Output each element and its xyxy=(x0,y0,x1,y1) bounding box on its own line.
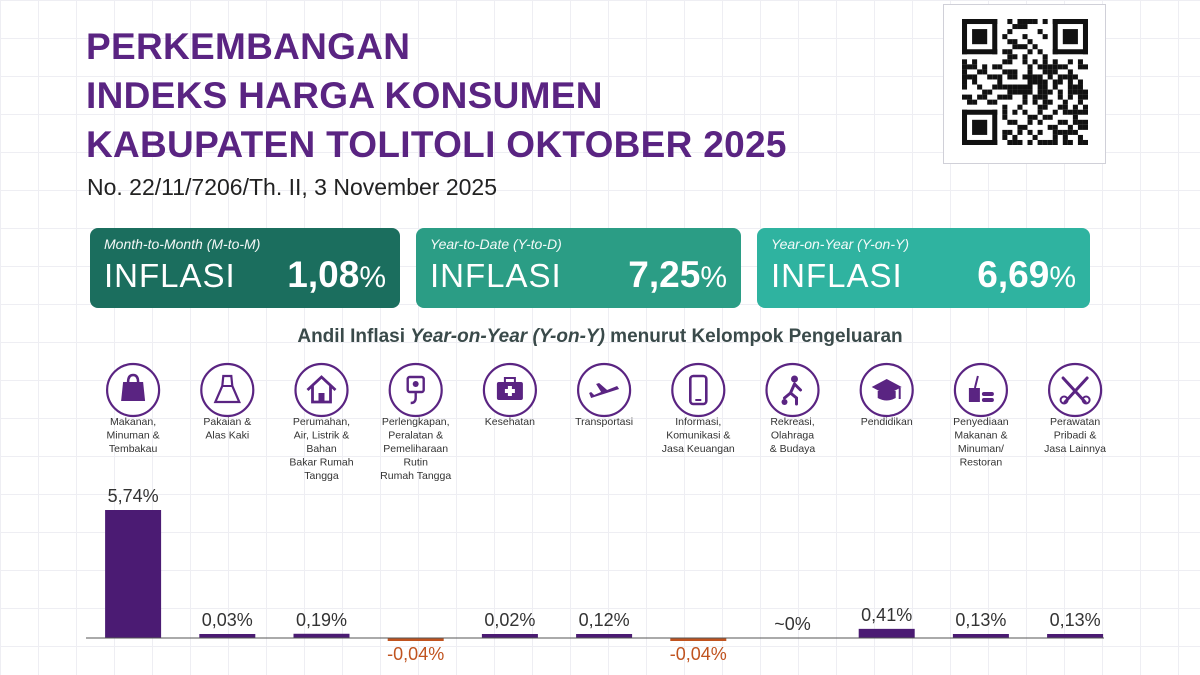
value-label: 0,03% xyxy=(202,610,253,630)
value-label: 0,12% xyxy=(579,610,630,630)
value-label: 0,02% xyxy=(484,610,535,630)
bar xyxy=(199,634,256,638)
qr-code-icon xyxy=(962,19,1088,145)
smartphone-icon xyxy=(671,362,726,418)
page-title: PERKEMBANGAN INDEKS HARGA KONSUMEN KABUP… xyxy=(86,22,787,169)
value-label: -0,04% xyxy=(387,644,444,664)
title-line-2: INDEKS HARGA KONSUMEN xyxy=(86,75,603,116)
card-ytd-label: INFLASI xyxy=(430,257,562,294)
chart-title-prefix: Andil Inflasi xyxy=(297,326,411,347)
card-mtm-unit: % xyxy=(359,261,386,294)
card-yoy-subtitle: Year-on-Year (Y-on-Y) xyxy=(771,236,909,252)
category-label: Rekreasi, Olahraga & Budaya xyxy=(770,416,816,455)
house-icon xyxy=(294,362,349,418)
value-label: 0,41% xyxy=(861,605,912,625)
category-label: Pakaian & Alas Kaki xyxy=(203,416,251,442)
card-yoy-inflation: Year-on-Year (Y-on-Y) INFLASI 6,69% xyxy=(757,228,1090,308)
contribution-bar-chart: Makanan, Minuman & Tembakau 5,74% Pakaian & A… xyxy=(86,362,1106,664)
release-number: No. 22/11/7206/Th. II, 3 November 2025 xyxy=(87,174,497,200)
graduation-cap-icon xyxy=(859,362,914,418)
bar xyxy=(858,628,915,638)
category-label: Perlengkapan, Peralatan & Pemeliharaan Ruti… xyxy=(380,416,451,482)
airplane-icon xyxy=(576,362,632,418)
dress-icon xyxy=(200,362,255,418)
card-yoy-unit: % xyxy=(1049,261,1076,294)
chart-title: Andil Inflasi Year-on-Year (Y-on-Y) menu… xyxy=(0,326,1200,348)
card-mtm-subtitle: Month-to-Month (M-to-M) xyxy=(104,236,261,252)
category-label: Makanan, Minuman & Tembakau xyxy=(107,416,160,455)
scissors-comb-icon xyxy=(1047,362,1103,418)
bar xyxy=(105,510,162,638)
chart-title-italic: Year-on-Year (Y-on-Y) xyxy=(410,326,605,347)
title-line-3: KABUPATEN TOLITOLI OKTOBER 2025 xyxy=(86,124,787,165)
card-mtm-inflation: Month-to-Month (M-to-M) INFLASI 1,08% xyxy=(90,228,400,308)
value-label: ~0% xyxy=(774,614,811,634)
bar xyxy=(670,638,727,641)
card-yoy-value: 6,69 xyxy=(977,254,1050,295)
chart-title-suffix: menurut Kelompok Pengeluaran xyxy=(604,326,903,347)
card-mtm-value: 1,08 xyxy=(287,254,360,295)
value-label: 0,19% xyxy=(296,610,347,630)
value-label: 0,13% xyxy=(1050,610,1101,630)
value-label: 5,74% xyxy=(108,486,159,506)
category-label: Kesehatan xyxy=(485,416,535,428)
bar xyxy=(481,634,538,638)
fast-food-icon xyxy=(953,362,1009,418)
value-label: -0,04% xyxy=(670,644,727,664)
category-label: Transportasi xyxy=(575,416,633,428)
bar xyxy=(576,634,633,638)
bar xyxy=(952,634,1009,638)
card-ytd-unit: % xyxy=(700,261,727,294)
football-player-icon xyxy=(765,362,820,418)
card-yoy-label: INFLASI xyxy=(771,257,903,294)
qr-code[interactable] xyxy=(943,4,1106,164)
title-line-1: PERKEMBANGAN xyxy=(86,26,411,67)
bar xyxy=(387,638,444,641)
category-label: Perawatan Pribadi & Jasa Lainnya xyxy=(1044,416,1106,455)
card-ytd-inflation: Year-to-Date (Y-to-D) INFLASI 7,25% xyxy=(416,228,741,308)
category-label: Perumahan, Air, Listrik & Bahan Bakar Rumah… xyxy=(289,416,353,482)
medical-kit-icon xyxy=(482,362,537,418)
card-ytd-value: 7,25 xyxy=(628,254,701,295)
bar xyxy=(1047,634,1104,638)
card-ytd-subtitle: Year-to-Date (Y-to-D) xyxy=(430,236,562,252)
value-label: 0,13% xyxy=(955,610,1006,630)
category-label: Informasi, Komunikasi & Jasa Keuangan xyxy=(662,416,735,455)
shopping-bag-icon xyxy=(106,362,161,418)
category-label: Penyediaan Makanan & Minuman/Restoran xyxy=(953,416,1009,469)
category-label: Pendidikan xyxy=(861,416,913,428)
appliance-icon xyxy=(388,362,443,418)
card-mtm-label: INFLASI xyxy=(104,257,236,294)
bar xyxy=(293,633,350,638)
